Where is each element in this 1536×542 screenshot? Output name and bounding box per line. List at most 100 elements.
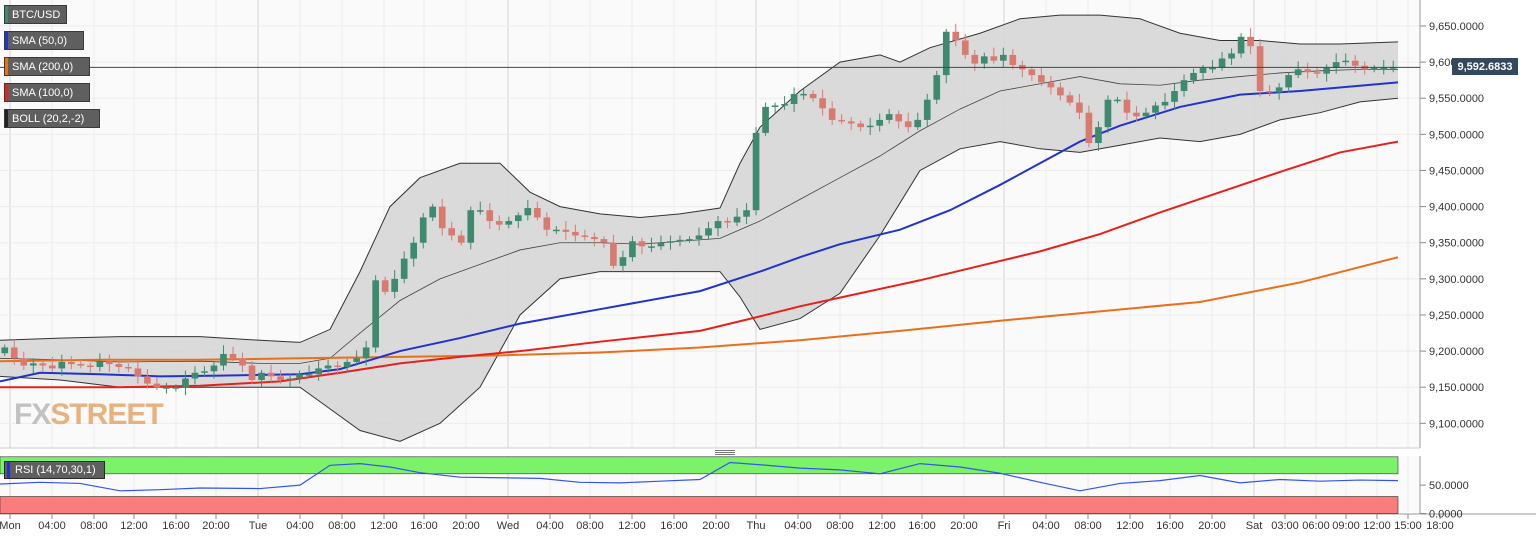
candle-body xyxy=(39,363,47,366)
legend-label-pair: BTC/USD xyxy=(12,8,61,21)
x-tick-label: 04:00 xyxy=(286,520,314,532)
candle-body xyxy=(1133,112,1140,117)
y-tick-label: 9,650.0000 xyxy=(1429,21,1484,33)
candle-body xyxy=(809,93,817,99)
legend-sma50[interactable]: SMA (50,0) xyxy=(4,31,84,50)
candle-body xyxy=(695,235,703,240)
candle-body xyxy=(752,132,760,211)
legend-label-sma50: SMA (50,0) xyxy=(12,34,68,47)
candle-body xyxy=(904,121,912,128)
candle-body xyxy=(847,121,855,124)
candle-body xyxy=(600,239,608,243)
legend-swatch xyxy=(5,110,8,127)
x-tick-label: Mon xyxy=(0,520,21,532)
x-tick-label: 16:00 xyxy=(908,520,936,532)
legend-sma100[interactable]: SMA (100,0) xyxy=(4,83,90,102)
candle-body xyxy=(163,387,170,389)
x-tick-label: 12:00 xyxy=(1116,520,1144,532)
candle-body xyxy=(999,54,1007,61)
y-tick-label: 9,300.0000 xyxy=(1429,274,1484,286)
legend-swatch xyxy=(5,84,8,101)
candle-body xyxy=(495,221,503,225)
candle-body xyxy=(1237,36,1245,54)
candle-body xyxy=(1123,99,1131,113)
candle-body xyxy=(67,361,75,365)
x-tick-label: 06:00 xyxy=(1302,520,1330,532)
candle-body xyxy=(1142,112,1150,117)
candle-body xyxy=(581,235,589,237)
x-tick-label: Tue xyxy=(249,520,268,532)
legend-label-boll: BOLL (20,2,-2) xyxy=(12,112,85,125)
rsi-tick-label: 0.0000 xyxy=(1429,509,1463,521)
candle-body xyxy=(77,364,85,366)
candle-body xyxy=(952,31,960,41)
candle-body xyxy=(1218,58,1226,68)
sma50-line xyxy=(0,81,1399,383)
y-tick-label: 9,550.0000 xyxy=(1429,93,1484,105)
candle-body xyxy=(1028,69,1036,76)
y-tick-label: 9,200.0000 xyxy=(1429,346,1484,358)
candle-body xyxy=(1038,75,1045,83)
y-tick-label: 9,350.0000 xyxy=(1429,238,1484,250)
candle-body xyxy=(29,363,37,366)
legend-boll[interactable]: BOLL (20,2,-2) xyxy=(4,109,100,128)
candle-body xyxy=(391,278,399,292)
candle-body xyxy=(914,119,922,128)
candle-body xyxy=(1114,99,1121,102)
candle-body xyxy=(467,210,475,243)
candle-body xyxy=(562,229,570,232)
candle-body xyxy=(191,372,199,379)
candle-body xyxy=(1057,87,1064,96)
candle-body xyxy=(362,347,370,359)
candle-body xyxy=(619,257,627,266)
candle-body xyxy=(438,206,446,229)
candle-body xyxy=(277,376,284,380)
candle-body xyxy=(1294,69,1302,76)
candle-body xyxy=(324,365,332,369)
candle-body xyxy=(733,216,741,223)
legend-swatch xyxy=(5,6,8,23)
pane-splitter-handle[interactable] xyxy=(715,449,735,455)
candle-body xyxy=(1190,72,1197,81)
candle-body xyxy=(210,365,218,372)
candle-body xyxy=(457,235,465,243)
candle-body xyxy=(115,364,123,367)
candle-body xyxy=(172,387,180,389)
rsi-overbought-zone xyxy=(0,456,1399,475)
candle-body xyxy=(895,114,903,122)
candle-body xyxy=(305,374,313,376)
candle-body xyxy=(1323,67,1331,74)
candle-body xyxy=(971,54,979,64)
y-tick-label: 9,400.0000 xyxy=(1429,202,1484,214)
y-tick-label: 9,450.0000 xyxy=(1429,165,1484,177)
y-tick-label: 9,150.0000 xyxy=(1429,382,1484,394)
candle-body xyxy=(866,125,874,128)
legend-swatch xyxy=(7,462,10,478)
candle-body xyxy=(771,105,779,107)
candle-body xyxy=(239,358,246,366)
candle-body xyxy=(1209,67,1216,70)
candle-body xyxy=(838,119,845,122)
candle-body xyxy=(980,56,988,64)
candle-body xyxy=(781,104,788,106)
legend-label-sma200: SMA (200,0) xyxy=(12,60,74,73)
candle-body xyxy=(961,40,969,55)
x-tick-label: 12:00 xyxy=(618,520,646,532)
legend-sma200[interactable]: SMA (200,0) xyxy=(4,57,90,76)
candle-body xyxy=(533,208,541,218)
x-tick-label: 20:00 xyxy=(702,520,730,532)
candle-body xyxy=(1275,87,1283,93)
candle-body xyxy=(229,353,237,359)
candle-body xyxy=(1161,101,1169,106)
x-tick-label: 20:00 xyxy=(452,520,480,532)
candle-body xyxy=(629,241,636,258)
x-tick-label: 16:00 xyxy=(1156,520,1184,532)
legend-rsi[interactable]: RSI (14,70,30,1) xyxy=(4,461,105,479)
candle-body xyxy=(923,99,931,120)
candle-body xyxy=(790,93,798,105)
legend-btcusd[interactable]: BTC/USD xyxy=(4,5,68,24)
candle-body xyxy=(876,119,884,126)
candle-body xyxy=(676,239,684,242)
candle-body xyxy=(315,368,322,375)
candle-body xyxy=(610,242,617,266)
